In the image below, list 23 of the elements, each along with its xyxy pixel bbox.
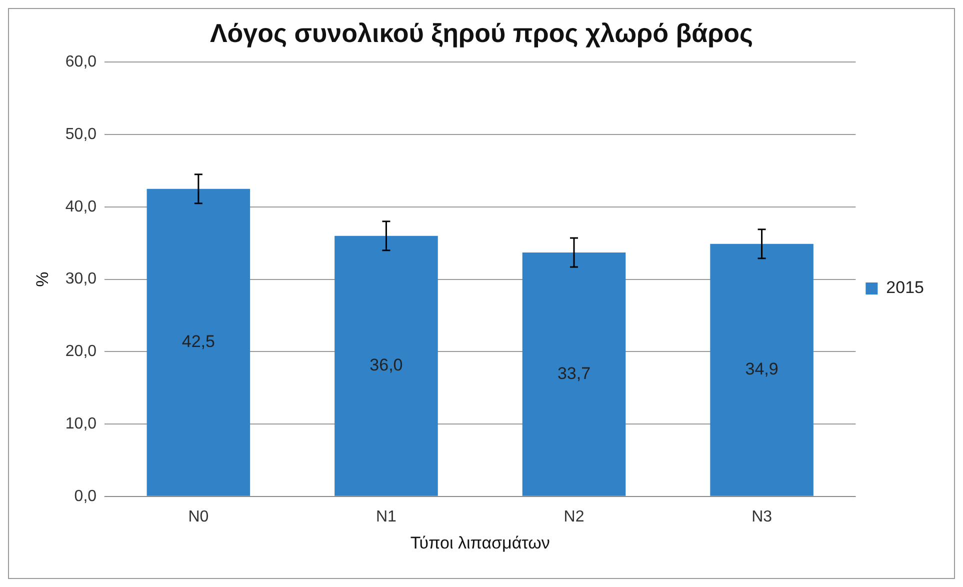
y-tick-label: 0,0: [74, 488, 97, 505]
bar: [522, 252, 626, 496]
x-tick-label: N1: [376, 508, 397, 526]
x-tick-label: N3: [752, 508, 772, 526]
data-label: 42,5: [182, 332, 215, 352]
bar: [146, 188, 250, 496]
chart-title: Λόγος συνολικού ξηρού προς χλωρό βάρος: [210, 18, 754, 48]
bar: [710, 244, 814, 496]
y-tick-label: 60,0: [65, 54, 97, 71]
x-axis-title: Τύποι λιπασμάτων: [410, 533, 550, 552]
y-tick-label: 20,0: [65, 343, 97, 360]
data-label: 34,9: [745, 360, 778, 379]
bar: [334, 236, 438, 496]
y-axis-title: %: [32, 272, 52, 287]
x-tick-label: N0: [188, 508, 209, 526]
data-label: 36,0: [370, 356, 403, 375]
x-tick-label: N2: [564, 508, 584, 526]
y-tick-label: 40,0: [65, 198, 97, 216]
legend-label: 2015: [886, 278, 924, 298]
y-tick-label: 10,0: [65, 415, 97, 432]
data-label: 33,7: [557, 364, 591, 383]
y-tick-label: 30,0: [65, 270, 97, 288]
y-tick-label: 50,0: [65, 126, 97, 143]
